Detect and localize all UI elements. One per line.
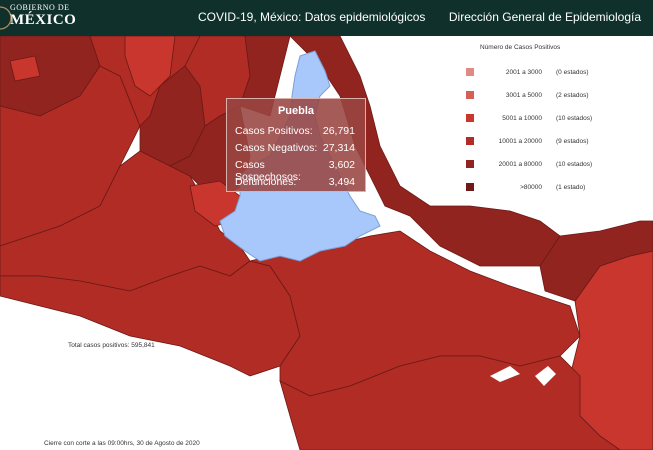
state-region-aguascalientes[interactable] — [9, 55, 41, 82]
legend-swatch — [466, 137, 474, 145]
tooltip-value: 27,314 — [322, 142, 355, 154]
total-cases: Total casos positivos: 595,841 — [68, 342, 155, 349]
legend-swatch — [466, 183, 474, 191]
tooltip-label: Casos Negativos: — [235, 142, 318, 154]
lagoon-1 — [490, 366, 520, 382]
legend-count: (9 estados) — [556, 138, 589, 145]
lagoon-2 — [535, 366, 556, 386]
legend-item[interactable]: 20001 a 80000 (10 estados) — [462, 160, 652, 170]
legend-count: (2 estados) — [556, 92, 589, 99]
tooltip-row-positive: Casos Positivos: 26,791 — [235, 125, 355, 137]
eagle-crest-icon — [0, 6, 12, 30]
legend-range: 3001 a 5000 — [505, 92, 542, 99]
tooltip-row-negative: Casos Negativos: 27,314 — [235, 142, 355, 154]
legend-swatch — [466, 91, 474, 99]
legend-range: >80000 — [520, 184, 542, 191]
tooltip-label: Casos Sospechosos: — [235, 159, 301, 183]
logo-text: GOBIERNO DE MÉXICO — [10, 4, 76, 28]
tooltip-label: Casos Positivos: — [235, 125, 313, 137]
legend-range: 10001 a 20000 — [498, 138, 542, 145]
legend-count: (10 estados) — [556, 115, 593, 122]
legend-item[interactable]: 3001 a 5000 (2 estados) — [462, 91, 652, 101]
tooltip-label: Defunciones: — [235, 176, 297, 188]
state-region-coast[interactable] — [279, 355, 621, 450]
tooltip-row-suspected: Casos Sospechosos: 3,602 — [235, 159, 355, 183]
legend-count: (10 estados) — [556, 161, 593, 168]
government-logo[interactable]: GOBIERNO DE MÉXICO — [0, 0, 80, 36]
legend-item[interactable]: 2001 a 3000 (0 estados) — [462, 68, 652, 78]
tooltip-value: 3,602 — [328, 159, 355, 171]
page-title: COVID-19, México: Datos epidemiológicos — [198, 10, 426, 24]
legend-range: 20001 a 80000 — [498, 161, 542, 168]
header-bar: GOBIERNO DE MÉXICO COVID-19, México: Dat… — [0, 0, 653, 36]
legend-count: (0 estados) — [556, 69, 589, 76]
agency-name: Dirección General de Epidemiología — [448, 10, 641, 24]
legend-title: Número de Casos Positivos — [480, 44, 561, 51]
legend-range: 2001 a 3000 — [505, 69, 542, 76]
logo-line2: MÉXICO — [10, 12, 77, 28]
choropleth-map — [0, 36, 653, 450]
tooltip-title: Puebla — [277, 105, 315, 117]
legend-swatch — [466, 114, 474, 122]
tooltip-row-deaths: Defunciones: 3,494 — [235, 176, 355, 188]
legend-swatch — [466, 68, 474, 76]
legend-range: 5001 a 10000 — [502, 115, 542, 122]
legend-swatch — [466, 160, 474, 168]
tooltip-value: 26,791 — [322, 125, 355, 137]
tooltip-value: 3,494 — [328, 176, 355, 188]
legend-count: (1 estado) — [556, 184, 586, 191]
state-region-tabasco[interactable] — [539, 220, 653, 302]
logo-line1: GOBIERNO DE — [10, 3, 70, 12]
legend-item[interactable]: 10001 a 20000 (9 estados) — [462, 137, 652, 147]
legend-item[interactable]: >80000 (1 estado) — [462, 183, 652, 193]
state-tooltip: Puebla Casos Positivos: 26,791 Casos Neg… — [226, 98, 366, 192]
cutoff-note: Cierre con corte a las 09:00hrs, 30 de A… — [44, 440, 200, 447]
legend-item[interactable]: 5001 a 10000 (10 estados) — [462, 114, 652, 124]
state-region-slp[interactable] — [124, 36, 176, 97]
